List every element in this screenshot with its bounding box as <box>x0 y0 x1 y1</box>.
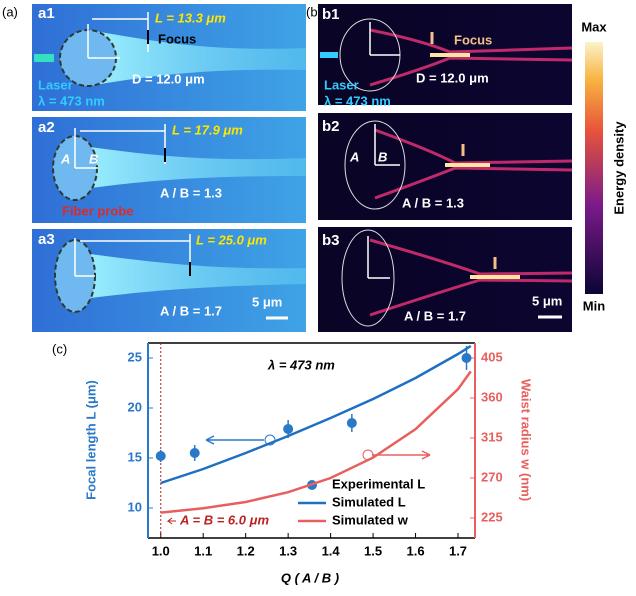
y-tick-label: 10 <box>128 499 142 514</box>
x-tick-label: 1.2 <box>237 543 255 558</box>
scale: 5 μm <box>252 294 282 309</box>
x-tick-label: 1.1 <box>194 543 212 558</box>
data-point <box>190 448 200 458</box>
y-tick-label: 20 <box>128 399 142 414</box>
probe: Fiber probe <box>62 203 134 218</box>
data-point <box>156 451 166 461</box>
annotation: λ = 473 nm <box>267 357 335 372</box>
y2-tick-label: 315 <box>481 429 503 444</box>
ratio: A / B = 1.3 <box>402 195 464 210</box>
x-tick-label: 1.7 <box>449 543 467 558</box>
laser: Laser <box>324 77 359 92</box>
y2-tick-label: 225 <box>481 509 503 524</box>
length: L = 17.9 μm <box>172 122 243 137</box>
legend-label: Simulated w <box>332 512 409 527</box>
length: L = 13.3 μm <box>155 10 226 25</box>
diameter: D = 12.0 μm <box>416 70 489 85</box>
laser: Laser <box>38 77 73 92</box>
x-tick-label: 1.0 <box>152 543 170 558</box>
panel-label: (c) <box>52 341 67 356</box>
y-tick-label: 15 <box>128 449 142 464</box>
x-tick-label: 1.3 <box>279 543 297 558</box>
vline-arrow <box>168 518 176 524</box>
colorbar-max: Max <box>581 19 607 34</box>
tag: a3 <box>38 231 55 248</box>
series-line <box>161 371 471 512</box>
axis-label: A <box>60 151 70 166</box>
x-tick-label: 1.5 <box>364 543 382 558</box>
focus: Focus <box>158 31 196 46</box>
tag: b2 <box>322 118 340 135</box>
ratio: A / B = 1.3 <box>160 185 222 200</box>
y2-tick-label: 405 <box>481 349 503 364</box>
panel-label: (a) <box>2 4 18 19</box>
y2-tick-label: 360 <box>481 389 503 404</box>
axis-label: B <box>89 151 98 166</box>
y2-axis-label: Waist radius w (nm) <box>519 379 534 501</box>
colorbar-title: Energy density <box>611 121 626 215</box>
data-point <box>347 418 357 428</box>
y2-tick-label: 270 <box>481 469 503 484</box>
ratio: A / B = 1.7 <box>160 303 222 318</box>
y-tick-label: 25 <box>128 349 142 364</box>
focus: Focus <box>454 32 492 47</box>
data-point <box>283 424 293 434</box>
axis-arrow <box>206 436 264 444</box>
scale: 5 μm <box>532 293 562 308</box>
y-axis-label: Focal length L (μm) <box>83 380 98 500</box>
x-tick-label: 1.6 <box>407 543 425 558</box>
colorbar-min: Min <box>583 298 605 313</box>
legend-label: Experimental L <box>332 476 425 491</box>
ratio: A / B = 1.7 <box>404 308 466 323</box>
panel-a: (a) a1 L = 13.3 μm Focus D = 12.0 μm Las… <box>2 4 306 332</box>
wavelength: λ = 473 nm <box>38 93 105 108</box>
legend-label: Simulated L <box>332 494 406 509</box>
figure: (a) a1 L = 13.3 μm Focus D = 12.0 μm Las… <box>0 0 636 591</box>
x-tick-label: 1.4 <box>322 543 341 558</box>
wavelength: λ = 473 nm <box>324 93 391 108</box>
tag: b3 <box>322 232 340 249</box>
colorbar <box>585 42 603 294</box>
diameter: D = 12.0 μm <box>132 71 205 86</box>
axis-label: A <box>349 149 359 164</box>
x-axis-label: Q ( A / B ) <box>281 570 339 585</box>
axis-label: B <box>378 149 387 164</box>
data-point <box>462 353 472 363</box>
tag: b1 <box>322 6 340 23</box>
panel-b: (b) b1 Focus Laser λ = 473 nm D = 12.0 μ… <box>306 4 626 332</box>
length: L = 25.0 μm <box>196 232 267 247</box>
tag: a1 <box>38 5 55 22</box>
vline-label: A = B = 6.0 μm <box>179 512 269 527</box>
tag: a2 <box>38 119 55 136</box>
